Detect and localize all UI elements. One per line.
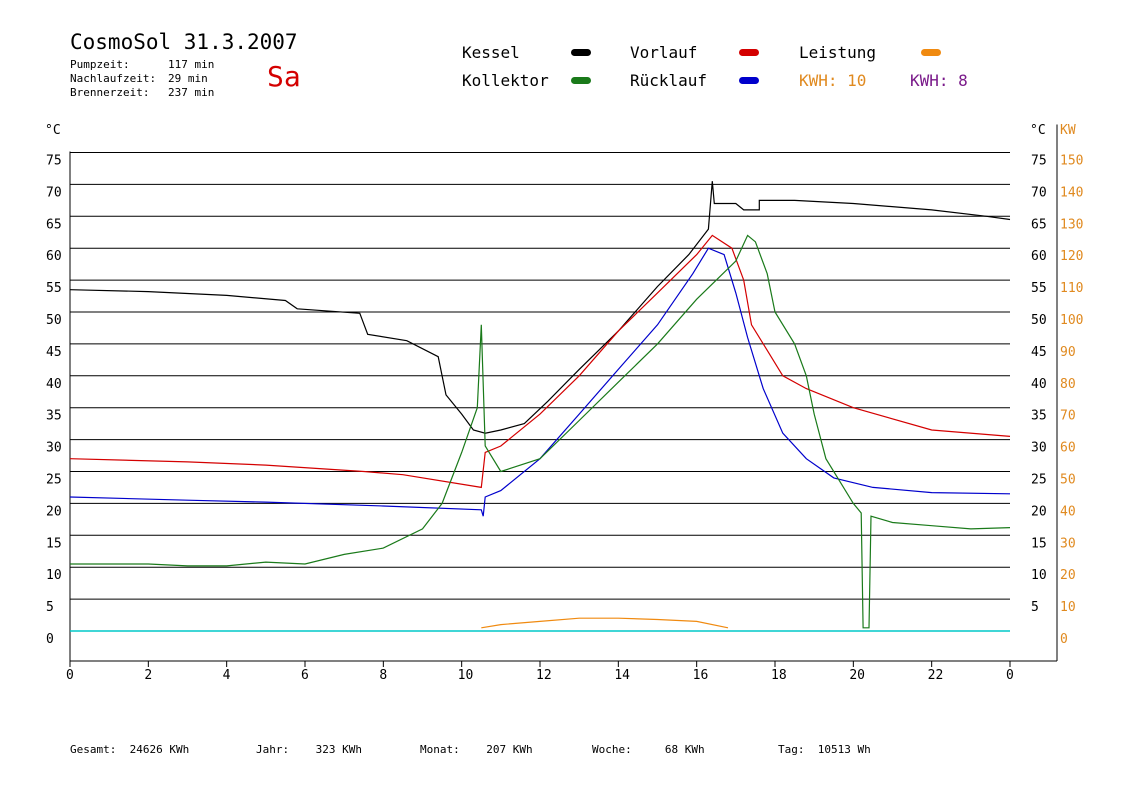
x-tick-label: 16 xyxy=(693,668,709,683)
x-tick-label: 14 xyxy=(614,668,630,683)
y-tick-label-left: 25 xyxy=(46,473,62,488)
footer-woche: Woche: 68 KWh xyxy=(592,743,705,756)
series-line-kessel xyxy=(69,181,1011,434)
info-pumpzeit: Pumpzeit: 117 min xyxy=(70,58,215,71)
y-tick-label-left: 5 xyxy=(46,600,54,615)
legend-kessel-swatch xyxy=(571,49,591,56)
legend-vorlauf-swatch xyxy=(739,49,759,56)
x-tick-label: 18 xyxy=(771,668,787,683)
x-tick-label: 2 xyxy=(144,668,152,683)
temperature-chart: °C °C KW0510152025303540455055606570755101… xyxy=(45,123,1083,683)
y-tick-label-right-kw: 140 xyxy=(1060,185,1083,200)
y-axis-right-unit-c: °C xyxy=(1030,123,1046,138)
y-tick-label-right-c: 55 xyxy=(1031,281,1047,296)
y-tick-label-right-c: 35 xyxy=(1031,409,1047,424)
legend-kessel-label: Kessel xyxy=(462,43,520,62)
y-tick-label-right-c: 45 xyxy=(1031,345,1047,360)
y-tick-label-left: 20 xyxy=(46,504,62,519)
y-tick-label-right-kw: 0 xyxy=(1060,632,1068,647)
y-tick-label-right-c: 10 xyxy=(1031,568,1047,583)
footer-gesamt: Gesamt: 24626 KWh xyxy=(70,743,190,756)
y-tick-label-right-kw: 50 xyxy=(1060,473,1076,488)
y-tick-label-left: 40 xyxy=(46,377,62,392)
x-tick-label: 10 xyxy=(458,668,474,683)
y-tick-label-right-kw: 60 xyxy=(1060,441,1076,456)
legend-ruecklauf-label: Rücklauf xyxy=(630,71,708,90)
y-axis-left-unit: °C xyxy=(45,123,61,138)
legend-ruecklauf-swatch xyxy=(739,77,759,84)
x-tick-label: 8 xyxy=(379,668,387,683)
y-tick-label-left: 35 xyxy=(46,409,62,424)
y-tick-label-right-kw: 150 xyxy=(1060,154,1083,169)
series-line-kollektor xyxy=(70,234,1011,629)
y-tick-label-right-c: 25 xyxy=(1031,473,1047,488)
y-tick-label-right-c: 50 xyxy=(1031,313,1047,328)
y-tick-label-right-c: 40 xyxy=(1031,377,1047,392)
y-tick-label-right-kw: 130 xyxy=(1060,217,1083,232)
legend-vorlauf-label: Vorlauf xyxy=(630,43,698,62)
legend-kwh1: KWH: 10 xyxy=(799,71,867,90)
y-tick-label-left: 70 xyxy=(46,185,62,200)
y-tick-label-right-kw: 110 xyxy=(1060,281,1083,296)
series-line-leistung xyxy=(481,617,729,629)
page-title: CosmoSol 31.3.2007 xyxy=(70,30,298,54)
y-tick-label-left: 30 xyxy=(46,441,62,456)
weekday-label: Sa xyxy=(267,60,301,93)
y-tick-label-left: 75 xyxy=(46,154,62,169)
y-tick-label-right-kw: 100 xyxy=(1060,313,1083,328)
y-tick-label-left: 65 xyxy=(46,217,62,232)
y-tick-label-right-c: 70 xyxy=(1031,185,1047,200)
x-tick-label: 12 xyxy=(536,668,552,683)
y-tick-label-left: 50 xyxy=(46,313,62,328)
y-tick-label-left: 10 xyxy=(46,568,62,583)
y-tick-label-right-c: 20 xyxy=(1031,504,1047,519)
y-tick-label-right-kw: 40 xyxy=(1060,504,1076,519)
y-tick-label-right-c: 15 xyxy=(1031,536,1047,551)
y-tick-label-left: 45 xyxy=(46,345,62,360)
y-tick-label-left: 55 xyxy=(46,281,62,296)
legend-leistung-swatch xyxy=(921,49,941,56)
series-line-rücklauf xyxy=(69,247,1011,517)
y-axis-right-unit-kw: KW xyxy=(1060,123,1076,138)
x-tick-label: 22 xyxy=(928,668,944,683)
footer-tag: Tag: 10513 Wh xyxy=(778,743,871,756)
legend-kollektor-label: Kollektor xyxy=(462,71,549,90)
x-tick-label: 0 xyxy=(1006,668,1014,683)
y-tick-label-right-kw: 70 xyxy=(1060,409,1076,424)
footer-jahr: Jahr: 323 KWh xyxy=(256,743,362,756)
y-tick-label-right-kw: 120 xyxy=(1060,249,1083,264)
legend-kwh2: KWH: 8 xyxy=(910,71,968,90)
x-tick-label: 20 xyxy=(849,668,865,683)
x-tick-label: 0 xyxy=(66,668,74,683)
y-tick-label-right-kw: 10 xyxy=(1060,600,1076,615)
y-tick-label-right-c: 30 xyxy=(1031,441,1047,456)
y-tick-label-right-c: 65 xyxy=(1031,217,1047,232)
y-tick-label-left: 0 xyxy=(46,632,54,647)
x-tick-label: 4 xyxy=(223,668,231,683)
y-tick-label-right-kw: 30 xyxy=(1060,536,1076,551)
y-tick-label-left: 15 xyxy=(46,536,62,551)
series-line-vorlauf xyxy=(69,234,1011,489)
y-tick-label-right-kw: 20 xyxy=(1060,568,1076,583)
y-tick-label-right-c: 75 xyxy=(1031,154,1047,169)
info-brennerzeit: Brennerzeit: 237 min xyxy=(70,86,215,99)
footer-monat: Monat: 207 KWh xyxy=(420,743,533,756)
info-nachlaufzeit: Nachlaufzeit: 29 min xyxy=(70,72,208,85)
y-tick-label-left: 60 xyxy=(46,249,62,264)
y-tick-label-right-kw: 80 xyxy=(1060,377,1076,392)
y-tick-label-right-kw: 90 xyxy=(1060,345,1076,360)
x-tick-label: 6 xyxy=(301,668,309,683)
y-tick-label-right-c: 5 xyxy=(1031,600,1039,615)
y-tick-label-right-c: 60 xyxy=(1031,249,1047,264)
legend-leistung-label: Leistung xyxy=(799,43,877,62)
legend-kollektor-swatch xyxy=(571,77,591,84)
